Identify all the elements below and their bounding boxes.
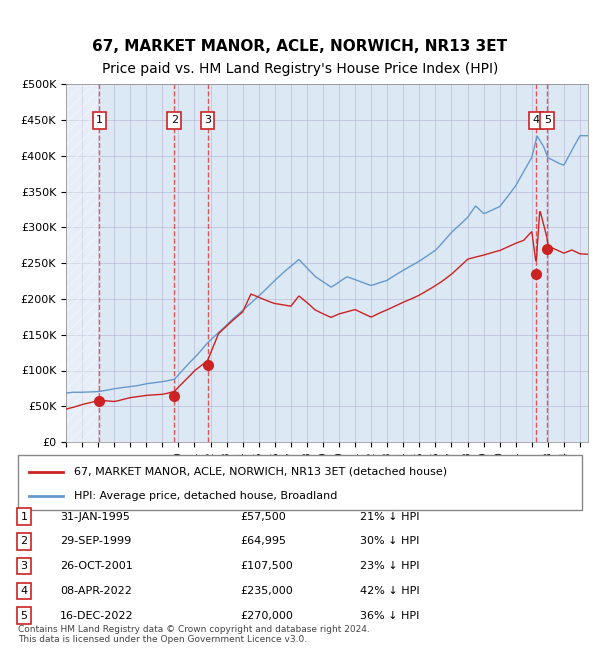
Text: £107,500: £107,500	[240, 561, 293, 571]
Text: 29-SEP-1999: 29-SEP-1999	[60, 536, 131, 547]
Bar	[66, 84, 100, 442]
Text: 4: 4	[20, 586, 28, 596]
Text: 3: 3	[20, 561, 28, 571]
Text: £235,000: £235,000	[240, 586, 293, 596]
Text: 4: 4	[533, 115, 539, 125]
Text: 16-DEC-2022: 16-DEC-2022	[60, 610, 134, 621]
Text: Price paid vs. HM Land Registry's House Price Index (HPI): Price paid vs. HM Land Registry's House …	[102, 62, 498, 76]
Text: £270,000: £270,000	[240, 610, 293, 621]
Text: 67, MARKET MANOR, ACLE, NORWICH, NR13 3ET (detached house): 67, MARKET MANOR, ACLE, NORWICH, NR13 3E…	[74, 467, 448, 476]
Text: 08-APR-2022: 08-APR-2022	[60, 586, 132, 596]
Text: 36% ↓ HPI: 36% ↓ HPI	[360, 610, 419, 621]
Text: 2: 2	[170, 115, 178, 125]
Text: Contains HM Land Registry data © Crown copyright and database right 2024.: Contains HM Land Registry data © Crown c…	[18, 625, 370, 634]
Text: HPI: Average price, detached house, Broadland: HPI: Average price, detached house, Broa…	[74, 491, 338, 501]
Text: £57,500: £57,500	[240, 512, 286, 522]
Text: 2: 2	[20, 536, 28, 547]
Text: 1: 1	[20, 512, 28, 522]
Text: 21% ↓ HPI: 21% ↓ HPI	[360, 512, 419, 522]
Text: 3: 3	[204, 115, 211, 125]
Text: 26-OCT-2001: 26-OCT-2001	[60, 561, 133, 571]
Text: 1: 1	[96, 115, 103, 125]
Text: 23% ↓ HPI: 23% ↓ HPI	[360, 561, 419, 571]
Text: 5: 5	[544, 115, 551, 125]
Text: This data is licensed under the Open Government Licence v3.0.: This data is licensed under the Open Gov…	[18, 634, 307, 644]
Text: 30% ↓ HPI: 30% ↓ HPI	[360, 536, 419, 547]
Text: 42% ↓ HPI: 42% ↓ HPI	[360, 586, 419, 596]
Text: 67, MARKET MANOR, ACLE, NORWICH, NR13 3ET: 67, MARKET MANOR, ACLE, NORWICH, NR13 3E…	[92, 39, 508, 54]
Text: 31-JAN-1995: 31-JAN-1995	[60, 512, 130, 522]
Text: £64,995: £64,995	[240, 536, 286, 547]
FancyBboxPatch shape	[18, 455, 582, 510]
Text: 5: 5	[20, 610, 28, 621]
